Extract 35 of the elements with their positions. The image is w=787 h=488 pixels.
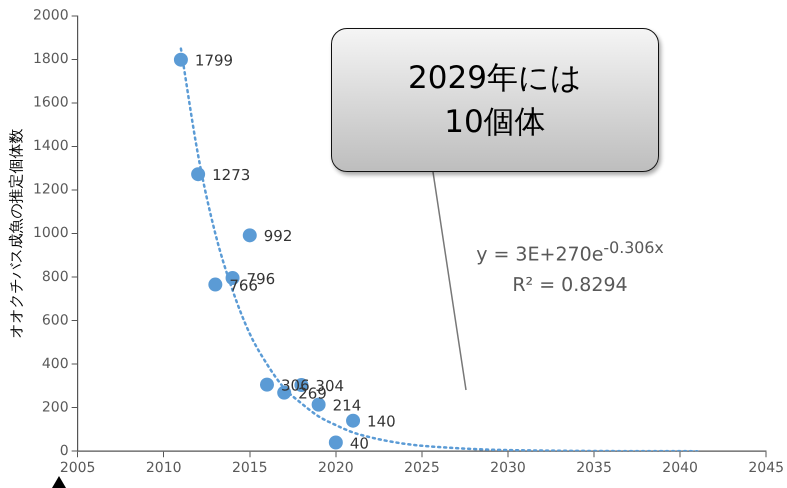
x-tick-label: 2010	[146, 460, 182, 476]
x-tick-label: 2020	[318, 460, 354, 476]
x-tick-label: 2030	[490, 460, 526, 476]
x-tick-label: 2025	[404, 460, 440, 476]
y-axis-title: オオクチバス成魚の推定個体数	[6, 128, 25, 339]
data-label: 1273	[212, 166, 250, 184]
y-tick-label: 600	[42, 312, 69, 328]
data-label: 140	[367, 412, 396, 431]
y-tick-label: 1600	[32, 94, 69, 111]
point	[346, 414, 360, 428]
point	[208, 278, 222, 292]
y-tick-label: 400	[42, 356, 69, 372]
x-tick-label: 2035	[576, 460, 612, 476]
x-tick-label: 2005	[60, 460, 96, 476]
data-label: 214	[332, 396, 362, 415]
y-tick-label: 1200	[32, 182, 69, 198]
annotation: 2029年には 10個体	[331, 28, 659, 172]
y-tick-label: 0	[60, 442, 69, 459]
x-tick-label: 2015	[232, 460, 268, 476]
data-label: 992	[264, 227, 292, 246]
annotation: R² = 0.8294	[511, 274, 629, 296]
point	[260, 378, 274, 392]
y-tick-label: 200	[42, 399, 69, 416]
y-tick-label: 1800	[32, 51, 69, 68]
x-tick-label: 2045	[748, 460, 784, 476]
y-tick-label: 1400	[32, 138, 69, 154]
data-label: 1799	[194, 52, 234, 70]
x-tick-label: 2040	[662, 460, 698, 476]
y-tick-label: 800	[42, 268, 69, 285]
point	[242, 228, 257, 242]
annotation: y = 3E+270e$^{-0.306x}$	[475, 238, 665, 266]
data-label: 40	[350, 434, 369, 452]
point	[328, 435, 343, 450]
y-tick-label: 2000	[32, 8, 69, 24]
y-tick-label: 1000	[32, 225, 69, 242]
